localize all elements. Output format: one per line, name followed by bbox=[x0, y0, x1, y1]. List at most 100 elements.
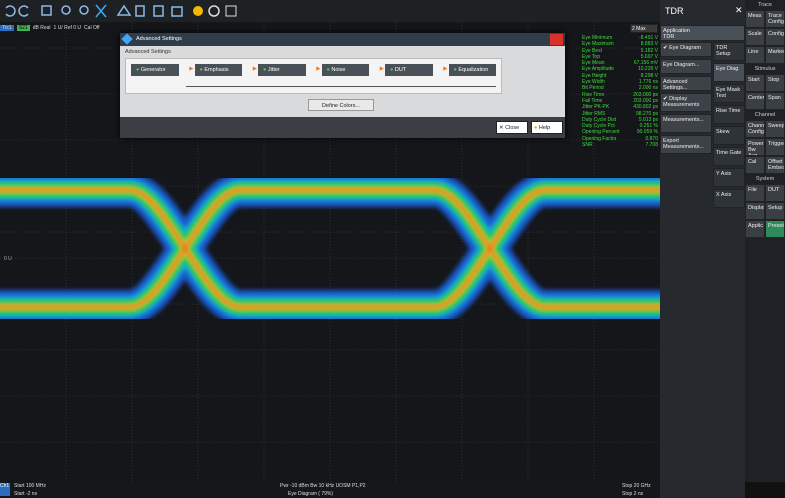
measurement-name: Rise Time bbox=[582, 91, 605, 98]
measurement-name: Eye Height bbox=[582, 72, 607, 79]
flow-dot: ● bbox=[136, 67, 141, 73]
flow-block[interactable]: ● Equalization bbox=[448, 64, 496, 76]
measurement-name: Jitter PK-PK bbox=[582, 104, 610, 111]
status-stop-time: Stop 2 ns bbox=[622, 491, 644, 497]
measurement-value: 67.156 mV bbox=[633, 60, 658, 67]
flow-arrow: ▶ bbox=[189, 66, 194, 72]
flow-block[interactable]: ● Generator ▶ bbox=[131, 64, 194, 76]
tdr-tab[interactable]: Time Gate bbox=[713, 147, 745, 166]
side-button[interactable]: Marker bbox=[765, 46, 785, 64]
side-button[interactable]: Display bbox=[745, 202, 765, 220]
flow-block-label: Generator bbox=[140, 67, 166, 73]
define-colors-button[interactable]: Define Colors... bbox=[308, 99, 374, 111]
measurement-row: Opening Factor 0.870 bbox=[582, 136, 658, 142]
measurement-name: Eye Top bbox=[582, 53, 600, 60]
measurement-row: Duty Cycle Dist 5.013 ps bbox=[582, 117, 658, 123]
trace-name[interactable]: Trc1 bbox=[0, 24, 14, 31]
dialog-titlebar: Advanced Settings bbox=[120, 33, 565, 46]
side-button[interactable]: Power Bw Avg bbox=[745, 138, 765, 156]
tdr-button[interactable]: Measurements... bbox=[660, 114, 712, 133]
flow-block[interactable]: ● DUT ▶ bbox=[385, 64, 448, 76]
side-button[interactable]: Center bbox=[745, 92, 765, 110]
measurement-row: Opening Percent 90.059 % bbox=[582, 129, 658, 135]
side-button[interactable]: Trace Config bbox=[765, 10, 785, 28]
side-group: File DUT Display Setup Applic Preset bbox=[745, 184, 785, 238]
dialog-icon bbox=[121, 33, 133, 45]
application-selector[interactable]: Application TDR bbox=[660, 25, 745, 41]
tdr-button[interactable]: Export Measurements... bbox=[660, 135, 712, 154]
status-mode: Eye Diagram ( 79%) bbox=[288, 491, 334, 497]
side-button[interactable]: Meas bbox=[745, 10, 765, 28]
measurement-row: SNR 7.708 bbox=[582, 142, 658, 148]
side-group-title: Channel bbox=[754, 112, 776, 118]
side-button[interactable]: Stop bbox=[765, 74, 785, 92]
measurement-value: 10.226 V bbox=[637, 66, 658, 73]
measurement-name: Bit Period bbox=[582, 85, 604, 92]
channel-badge[interactable]: Ch1 bbox=[0, 483, 10, 496]
side-button[interactable]: Scale bbox=[745, 28, 765, 46]
tdr-button[interactable]: ✔ Eye Diagram bbox=[660, 42, 712, 57]
status-start-time: Start -2 ns bbox=[14, 491, 38, 497]
flow-dot: ● bbox=[199, 67, 205, 73]
measurement-row: Eye Best 5.182 V bbox=[582, 48, 658, 54]
measurement-row: Eye Maximum 8.883 V bbox=[582, 41, 658, 47]
tdr-tab[interactable]: TDR Setup bbox=[713, 42, 745, 61]
dialog-close-x[interactable] bbox=[550, 34, 563, 45]
tdr-button[interactable]: Advanced Settings... bbox=[660, 76, 712, 91]
measurement-value: 203.000 ps bbox=[633, 97, 658, 104]
side-button[interactable]: Sweep bbox=[765, 120, 785, 138]
measurement-value: 8.298 V bbox=[640, 72, 658, 79]
measurement-value: 203.000 ps bbox=[633, 91, 658, 98]
flow-arrow: ▶ bbox=[252, 66, 257, 72]
side-group-title: Stimulus bbox=[754, 66, 776, 72]
flow-arrow: ▶ bbox=[316, 66, 321, 72]
status-start: Start 100 MHz bbox=[14, 483, 46, 489]
tdr-close[interactable]: ✕ bbox=[735, 5, 743, 15]
tdr-button[interactable]: Eye Diagram... bbox=[660, 59, 712, 74]
measurement-value: 0.870 bbox=[645, 135, 658, 142]
eye-trace bbox=[0, 188, 785, 309]
dialog-title: Advanced Settings bbox=[136, 36, 182, 42]
measurement-name: Eye Amplitude bbox=[582, 66, 614, 73]
measurement-row: Rise Time 203.000 ps bbox=[582, 92, 658, 98]
side-button[interactable]: Config bbox=[765, 28, 785, 46]
marker-dropdown[interactable]: 2 Max bbox=[630, 24, 658, 33]
measurement-row: Eye Minimum -8.491 V bbox=[582, 35, 658, 41]
flow-block[interactable]: ● Emphasis ▶ bbox=[194, 64, 257, 76]
flow-block[interactable]: ● Jitter ▶ bbox=[258, 64, 321, 76]
measurement-value: 5.182 V bbox=[640, 47, 658, 54]
tdr-tab[interactable]: X Axis bbox=[713, 189, 745, 208]
side-button[interactable]: Applic bbox=[745, 220, 765, 238]
tdr-button-label: Advanced Settings... bbox=[663, 79, 688, 91]
tdr-tab[interactable]: Skew bbox=[713, 126, 745, 145]
tdr-tab[interactable]: Eye Diag bbox=[713, 63, 745, 82]
side-button[interactable]: Preset bbox=[765, 220, 785, 238]
side-button[interactable]: Trigger bbox=[765, 138, 785, 156]
side-button[interactable]: Cal bbox=[745, 156, 765, 174]
side-button[interactable]: DUT bbox=[765, 184, 785, 202]
tdr-tab[interactable]: Rise Time bbox=[713, 105, 745, 124]
trace-scale: 1 U/ Ref 0 U bbox=[53, 24, 82, 31]
tdr-button[interactable]: ✔ Display Measurements bbox=[660, 93, 712, 112]
side-button[interactable]: Start bbox=[745, 74, 765, 92]
trace-param[interactable]: S21 bbox=[16, 24, 30, 31]
tdr-button-label: Export Measurements... bbox=[663, 138, 704, 150]
side-button[interactable]: Span bbox=[765, 92, 785, 110]
side-button[interactable]: Offset Embed bbox=[765, 156, 785, 174]
help-button[interactable]: ● Help bbox=[531, 121, 563, 134]
tdr-tab[interactable]: Y Axis bbox=[713, 168, 745, 187]
side-button[interactable]: File bbox=[745, 184, 765, 202]
side-button[interactable]: Line bbox=[745, 46, 765, 64]
side-button[interactable]: Setup bbox=[765, 202, 785, 220]
side-button[interactable]: Channel Config bbox=[745, 120, 765, 138]
close-button[interactable]: ✕ Close bbox=[496, 121, 528, 134]
tdr-button-label: Measurements... bbox=[663, 117, 704, 123]
tdr-buttons: ✔ Eye Diagram Eye Diagram... Advanced Sett… bbox=[660, 42, 712, 156]
tdr-button-label: Display Measurements bbox=[663, 96, 700, 108]
dialog: Advanced Settings Advanced Settings ● Ge… bbox=[120, 33, 565, 138]
flow-block[interactable]: ● Noise ▶ bbox=[321, 64, 384, 76]
flow-arrow: ▶ bbox=[443, 66, 448, 72]
trace-info: Trc1 S21 dB Real 1 U/ Ref 0 U Cal Off bbox=[0, 23, 100, 32]
status-stop: Stop 20 GHz bbox=[622, 483, 651, 489]
tdr-tab[interactable]: Eye Mask Test bbox=[713, 84, 745, 103]
